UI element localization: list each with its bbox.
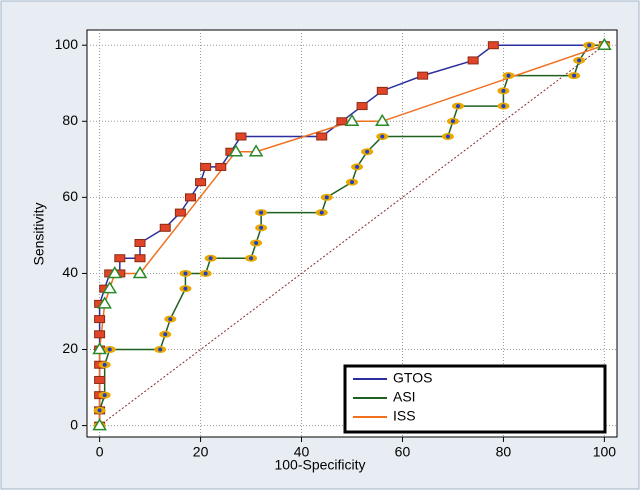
- marker-dot: [456, 104, 460, 109]
- x-tick-label: 20: [193, 444, 209, 460]
- marker: [94, 330, 106, 339]
- marker-dot: [254, 241, 259, 246]
- marker-dot: [501, 88, 506, 93]
- x-axis-label: 100-Specificity: [274, 457, 365, 473]
- marker: [92, 342, 107, 355]
- y-tick-label: 0: [70, 416, 78, 432]
- marker-dot: [97, 408, 102, 413]
- marker: [195, 178, 207, 187]
- marker-dot: [183, 286, 188, 291]
- marker: [114, 254, 126, 263]
- marker: [200, 162, 212, 171]
- x-tick-label: 0: [96, 444, 104, 460]
- marker-dot: [355, 164, 360, 169]
- marker: [132, 265, 148, 279]
- marker-dot: [102, 393, 107, 398]
- y-tick-label: 20: [62, 340, 78, 356]
- marker-dot: [577, 58, 582, 63]
- marker-dot: [572, 73, 577, 78]
- marker: [94, 315, 106, 324]
- marker: [94, 375, 106, 384]
- marker: [235, 132, 247, 141]
- marker-dot: [587, 43, 592, 48]
- marker: [344, 113, 360, 127]
- marker: [102, 281, 118, 294]
- marker-dot: [203, 271, 208, 276]
- marker: [356, 102, 368, 111]
- marker: [97, 296, 112, 309]
- marker-dot: [158, 347, 163, 352]
- x-tick-label: 60: [395, 444, 411, 460]
- marker-dot: [259, 225, 264, 230]
- marker: [107, 265, 123, 279]
- marker-dot: [506, 73, 511, 78]
- marker: [228, 144, 244, 157]
- marker: [174, 208, 186, 217]
- marker: [159, 223, 171, 232]
- marker-dot: [168, 317, 173, 322]
- x-tick-label: 100: [593, 444, 617, 460]
- marker-dot: [319, 210, 324, 215]
- marker-dot: [183, 271, 188, 276]
- marker: [597, 37, 612, 50]
- marker: [215, 162, 227, 171]
- x-tick-label: 80: [496, 444, 512, 460]
- marker: [374, 113, 390, 127]
- marker-dot: [450, 119, 455, 124]
- marker-dot: [102, 362, 107, 367]
- marker-dot: [501, 104, 506, 109]
- marker-dot: [350, 180, 354, 185]
- marker-dot: [249, 256, 254, 261]
- marker: [134, 254, 146, 263]
- marker: [316, 132, 328, 141]
- marker-dot: [208, 256, 213, 261]
- marker-dot: [107, 347, 112, 352]
- marker: [248, 144, 264, 157]
- y-tick-label: 100: [55, 36, 79, 52]
- marker: [336, 117, 348, 126]
- marker-dot: [324, 195, 329, 200]
- marker: [184, 193, 196, 202]
- marker-dot: [259, 210, 264, 215]
- x-tick-label: 40: [294, 444, 310, 460]
- marker-dot: [380, 134, 385, 139]
- marker: [467, 56, 479, 65]
- legend-label: GTOS: [393, 370, 432, 386]
- legend-label: ASI: [393, 389, 416, 405]
- marker-dot: [365, 149, 370, 154]
- marker: [376, 86, 388, 95]
- y-tick-label: 80: [62, 112, 78, 128]
- marker: [134, 239, 146, 248]
- y-tick-label: 60: [62, 188, 78, 204]
- reference-line: [99, 44, 605, 426]
- series-markers: [92, 37, 612, 431]
- marker-dot: [163, 332, 168, 337]
- legend-label: ISS: [393, 408, 416, 424]
- marker: [487, 41, 499, 50]
- marker-dot: [445, 134, 450, 139]
- legend: [343, 364, 607, 434]
- y-axis-label: Sensitivity: [31, 202, 47, 265]
- marker: [417, 71, 429, 80]
- y-tick-label: 40: [62, 264, 78, 280]
- marker: [92, 418, 107, 431]
